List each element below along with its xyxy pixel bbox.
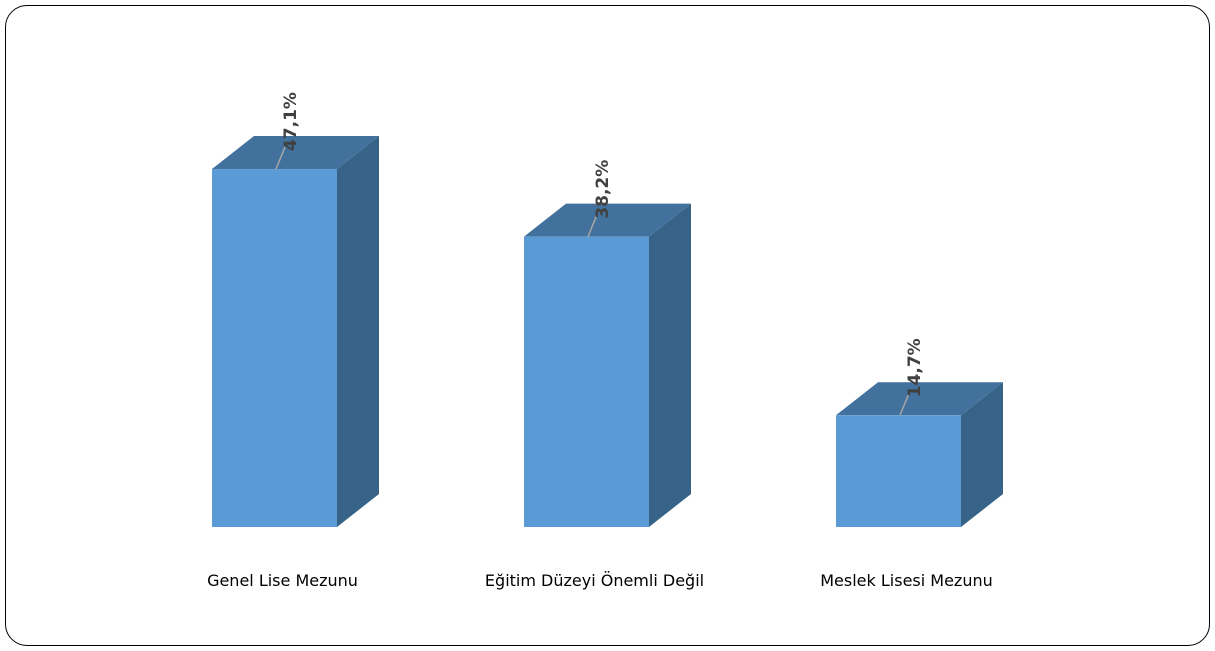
bar-2 [836,415,961,527]
bar-side-2 [961,382,1003,527]
bar-top-0 [212,136,379,170]
bar-1 [524,236,649,527]
category-label-1: Eğitim Düzeyi Önemli Değil [485,571,704,590]
bar-side-1 [649,203,691,527]
leader-line-0 [275,146,286,170]
bar-top-2 [836,382,1003,416]
data-label-1: 38,2% [593,160,613,219]
bar-0 [212,169,337,528]
category-label-0: Genel Lise Mezunu [207,571,358,590]
data-label-0: 47,1% [281,92,301,151]
leader-line-1 [587,214,598,237]
leader-line-2 [899,392,910,416]
data-label-2: 14,7% [905,338,925,397]
bar-top-1 [524,203,691,237]
category-label-2: Meslek Lisesi Mezunu [820,571,993,590]
bar-side-0 [337,136,379,528]
